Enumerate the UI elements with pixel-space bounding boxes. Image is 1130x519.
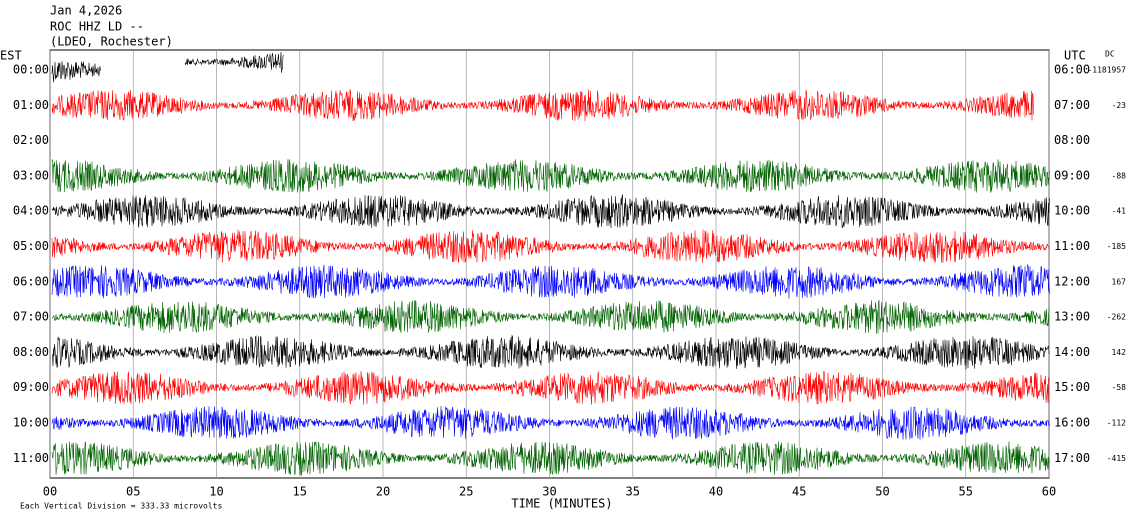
x-tick-label: 25 — [459, 485, 473, 499]
dc-value: 142 — [1112, 348, 1127, 357]
x-tick-label: 30 — [542, 485, 556, 499]
est-tick-label: 03:00 — [13, 168, 49, 182]
est-tick-label: 05:00 — [13, 239, 49, 253]
dc-value: -41 — [1112, 207, 1127, 216]
trace — [51, 264, 1050, 299]
trace — [51, 406, 1050, 440]
utc-tick-label: 13:00 — [1054, 310, 1090, 324]
utc-label: UTC — [1064, 49, 1086, 63]
x-axis-label: TIME (MINUTES) — [511, 497, 612, 511]
x-tick-label: 20 — [376, 485, 390, 499]
est-tick-label: 11:00 — [13, 451, 49, 465]
x-tick-label: 35 — [626, 485, 640, 499]
trace — [51, 334, 1050, 370]
est-tick-label: 07:00 — [13, 310, 49, 324]
x-tick-label: 10 — [209, 485, 223, 499]
dc-value: -415 — [1107, 454, 1126, 463]
est-tick-label: 08:00 — [13, 345, 49, 359]
dc-value: -262 — [1107, 313, 1126, 322]
trace — [51, 370, 1050, 405]
trace — [51, 194, 1050, 229]
utc-tick-label: 17:00 — [1054, 451, 1090, 465]
dc-value: -23 — [1112, 101, 1127, 110]
x-tick-label: 60 — [1042, 485, 1056, 499]
chart-subtitle: ROC HHZ LD -- — [50, 20, 144, 34]
est-tick-label: 00:00 — [13, 63, 49, 77]
scale-note: Each Vertical Division = 333.33 microvol… — [20, 502, 222, 511]
x-tick-label: 40 — [709, 485, 723, 499]
utc-tick-label: 11:00 — [1054, 239, 1090, 253]
est-tick-label: 01:00 — [13, 98, 49, 112]
utc-tick-label: 12:00 — [1054, 274, 1090, 288]
chart-title: Jan 4,2026 — [50, 4, 122, 18]
dc-label: DC — [1105, 50, 1115, 59]
utc-tick-label: 09:00 — [1054, 168, 1090, 182]
x-tick-label: 15 — [293, 485, 307, 499]
dc-value: -185 — [1107, 242, 1126, 251]
est-tick-label: 09:00 — [13, 380, 49, 394]
est-label: EST — [0, 49, 22, 63]
trace — [51, 159, 1050, 193]
x-tick-label: 50 — [875, 485, 889, 499]
dc-value: -58 — [1112, 383, 1127, 392]
x-tick-label: 45 — [792, 485, 806, 499]
utc-tick-label: 07:00 — [1054, 98, 1090, 112]
trace — [51, 300, 1050, 335]
utc-tick-label: 10:00 — [1054, 204, 1090, 218]
utc-tick-label: 06:00 — [1054, 63, 1090, 77]
x-tick-label: 05 — [126, 485, 140, 499]
utc-tick-label: 08:00 — [1054, 133, 1090, 147]
station-label: (LDEO, Rochester) — [50, 35, 173, 49]
est-tick-label: 02:00 — [13, 133, 49, 147]
utc-tick-label: 15:00 — [1054, 380, 1090, 394]
trace — [51, 441, 1050, 477]
est-tick-label: 04:00 — [13, 204, 49, 218]
x-tick-label: 55 — [959, 485, 973, 499]
utc-tick-label: 14:00 — [1054, 345, 1090, 359]
dc-value: -1181957 — [1087, 66, 1126, 75]
trace — [51, 61, 101, 83]
utc-tick-label: 16:00 — [1054, 416, 1090, 430]
est-tick-label: 10:00 — [13, 416, 49, 430]
dc-value: 167 — [1112, 277, 1127, 286]
trace — [51, 229, 1050, 264]
dc-value: -88 — [1112, 171, 1127, 180]
trace — [184, 51, 284, 73]
dc-value: -112 — [1107, 419, 1126, 428]
x-tick-label: 00 — [43, 485, 57, 499]
est-tick-label: 06:00 — [13, 274, 49, 288]
trace — [51, 88, 1034, 122]
